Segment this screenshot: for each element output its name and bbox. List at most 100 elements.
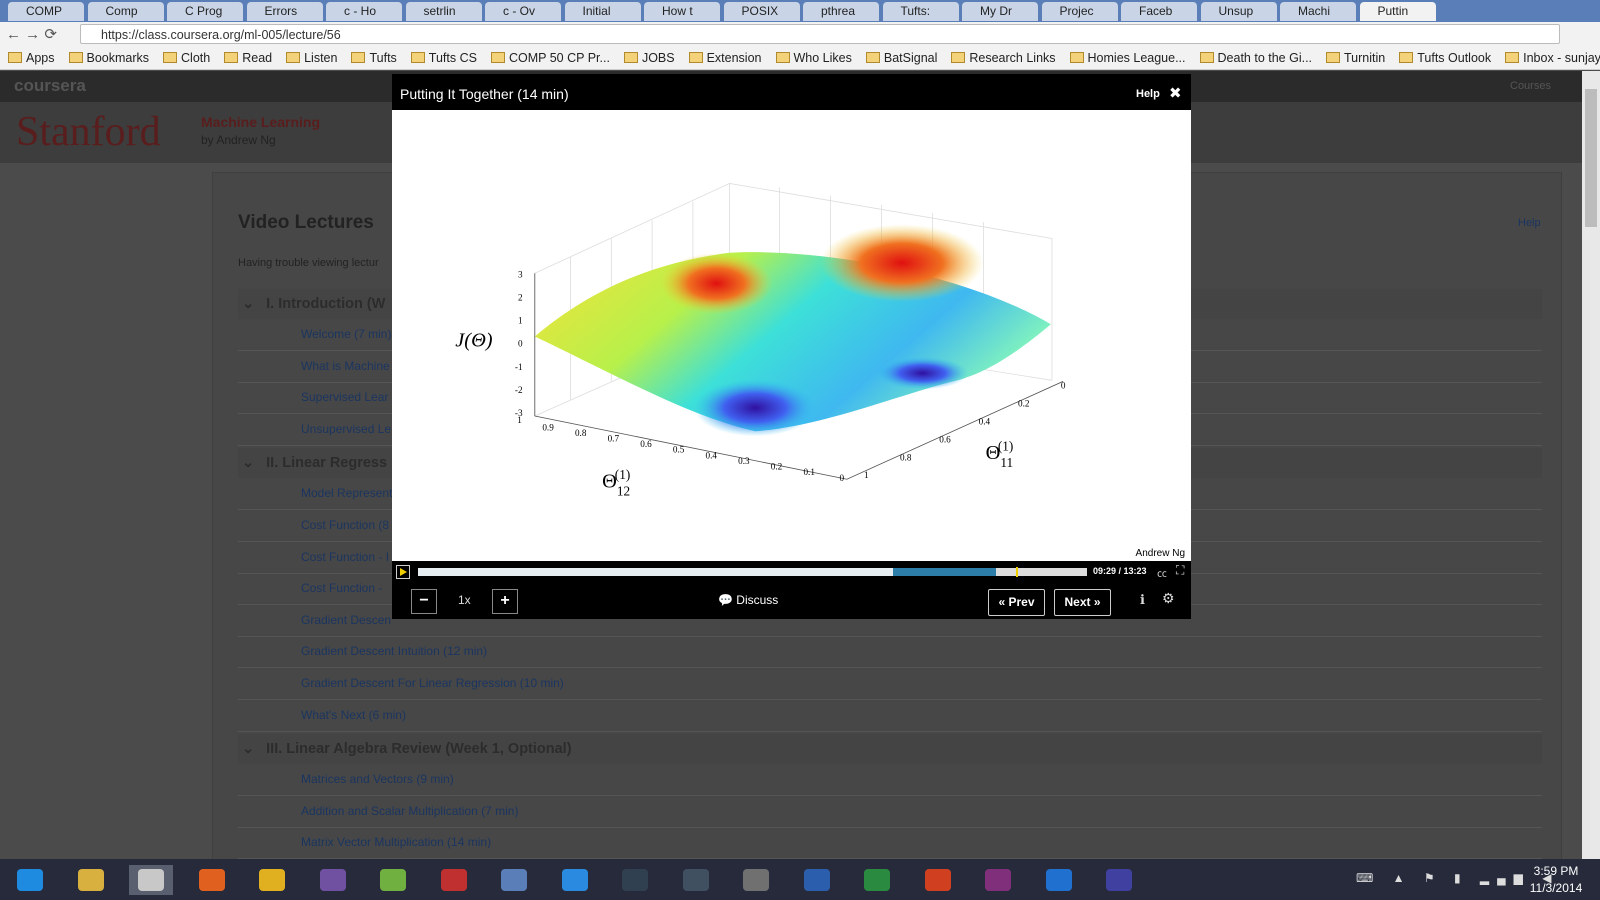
- bookmark[interactable]: Turnitin: [1326, 51, 1385, 65]
- tab[interactable]: Unsup: [1200, 2, 1277, 21]
- tab[interactable]: Tufts:: [882, 2, 959, 21]
- tab[interactable]: My Dr: [962, 2, 1038, 21]
- tab[interactable]: Projec: [1041, 2, 1118, 21]
- tab[interactable]: setrlin: [405, 2, 482, 21]
- chevron[interactable]: ⌄: [242, 296, 255, 312]
- next-button[interactable]: Next »: [1054, 589, 1111, 616]
- bookmark[interactable]: Read: [224, 51, 272, 65]
- bookmark[interactable]: JOBS: [624, 51, 675, 65]
- lecture-link[interactable]: Welcome (7 min): [301, 327, 392, 341]
- captions-button[interactable]: ㏄: [1157, 569, 1167, 580]
- lecture-link[interactable]: Cost Function - I: [301, 549, 390, 564]
- tab[interactable]: How t: [644, 2, 720, 21]
- taskbar-icon[interactable]: [976, 865, 1020, 895]
- discuss-label[interactable]: Discuss: [736, 593, 779, 607]
- help-link[interactable]: Help: [1518, 217, 1541, 229]
- tab[interactable]: POSIX: [723, 2, 800, 21]
- bookmark[interactable]: COMP 50 CP Pr...: [491, 51, 610, 65]
- modal-help[interactable]: Help: [1136, 88, 1160, 100]
- taskbar-icon[interactable]: [613, 865, 657, 895]
- lecture-link[interactable]: Model Represent: [301, 486, 393, 501]
- scrollbar[interactable]: [1582, 71, 1600, 859]
- tab[interactable]: C Prog: [167, 2, 243, 21]
- bookmark[interactable]: Apps: [8, 51, 55, 65]
- chevron[interactable]: ⌄: [242, 455, 255, 472]
- tab[interactable]: c - Ho: [326, 2, 402, 21]
- faster-button[interactable]: +: [492, 589, 518, 614]
- discuss-button[interactable]: 💬 Discuss: [718, 593, 779, 607]
- lecture-link[interactable]: Gradient Descent For Linear Regression (…: [301, 676, 564, 690]
- tab[interactable]: COMP: [8, 2, 84, 21]
- taskbar-icon[interactable]: [855, 865, 899, 895]
- settings-button[interactable]: ⚙: [1162, 590, 1175, 606]
- close-button[interactable]: ✖: [1169, 85, 1182, 102]
- slower-button[interactable]: −: [411, 589, 437, 614]
- taskbar-icon[interactable]: [69, 865, 113, 895]
- progress-track[interactable]: [418, 567, 1087, 577]
- bookmark[interactable]: Tufts: [351, 51, 396, 65]
- taskbar-icon[interactable]: [250, 865, 294, 895]
- taskbar-icon[interactable]: [1097, 865, 1141, 895]
- tab[interactable]: Machi: [1280, 2, 1356, 21]
- taskbar-icon[interactable]: [1037, 865, 1081, 895]
- taskbar-icon[interactable]: [311, 865, 355, 895]
- lecture-link[interactable]: What is Machine: [301, 358, 390, 373]
- lecture-link[interactable]: Gradient Descent Intuition (12 min): [301, 644, 488, 659]
- bookmark[interactable]: Death to the Gi...: [1200, 51, 1313, 65]
- logo[interactable]: coursera: [14, 76, 86, 95]
- chevron[interactable]: ⌄: [242, 741, 255, 758]
- lecture-link[interactable]: Cost Function (8: [301, 518, 390, 532]
- tab[interactable]: Initial: [564, 2, 641, 21]
- taskbar-icon[interactable]: [795, 865, 839, 895]
- lecture-link[interactable]: What's Next (6 min): [301, 707, 406, 722]
- bookmark[interactable]: Bookmarks: [69, 51, 150, 65]
- nav-buttons[interactable]: ← → ⟳: [6, 26, 57, 43]
- taskbar-icon[interactable]: [190, 865, 234, 895]
- bookmark[interactable]: Tufts CS: [411, 51, 477, 65]
- taskbar-icon[interactable]: [734, 865, 778, 895]
- section-title[interactable]: II. Linear Regress: [266, 455, 388, 472]
- bookmark[interactable]: Extension: [689, 51, 762, 65]
- tab[interactable]: Comp: [87, 2, 164, 21]
- tab[interactable]: pthrea: [803, 2, 879, 21]
- lecture-link[interactable]: Matrix Vector Multiplication (14 min): [301, 835, 492, 850]
- lecture-link[interactable]: Addition and Scalar Multiplication (7 mi…: [301, 803, 519, 818]
- lecture-link[interactable]: Supervised Lear: [301, 390, 389, 405]
- taskbar-icon[interactable]: [674, 865, 718, 895]
- section-title[interactable]: I. Introduction (W: [266, 296, 386, 312]
- prev-button[interactable]: « Prev: [988, 589, 1045, 616]
- bookmark[interactable]: Listen: [286, 51, 337, 65]
- bookmark[interactable]: Cloth: [163, 51, 210, 65]
- bookmark[interactable]: Homies League...: [1070, 51, 1186, 65]
- start-button[interactable]: [8, 865, 52, 895]
- bookmark[interactable]: Inbox - sunjay5...: [1505, 51, 1600, 65]
- lecture-link[interactable]: Unsupervised Le: [301, 421, 392, 436]
- taskbar-icon[interactable]: [129, 865, 173, 895]
- tab[interactable]: Faceb: [1121, 2, 1197, 21]
- taskbar-icon[interactable]: [492, 865, 536, 895]
- taskbar-icon[interactable]: [916, 865, 960, 895]
- section-header[interactable]: ⌄ III. Linear Algebra Review (Week 1, Opt…: [238, 734, 1542, 765]
- bookmark[interactable]: Tufts Outlook: [1399, 51, 1491, 65]
- bookmark[interactable]: Who Likes: [776, 51, 852, 65]
- courses-link[interactable]: Courses: [1510, 80, 1551, 92]
- lecture-link[interactable]: Gradient Descen: [301, 612, 392, 627]
- fullscreen-button[interactable]: ⛶: [1176, 563, 1185, 577]
- taskbar-icon[interactable]: [432, 865, 476, 895]
- bookmark[interactable]: BatSignal: [866, 51, 938, 65]
- taskbar-icon[interactable]: [553, 865, 597, 895]
- bookmark[interactable]: Research Links: [951, 51, 1055, 65]
- address-bar[interactable]: https://class.coursera.org/ml-005/lectur…: [80, 24, 1560, 44]
- tray-icons[interactable]: ⌨ ▲ ⚑ ▮ ▂▄▆ ◀: [1356, 871, 1560, 885]
- taskbar-icon[interactable]: [371, 865, 415, 895]
- section-title[interactable]: III. Linear Algebra Review (Week 1, Opti…: [266, 741, 572, 758]
- tab[interactable]: c - Ov: [485, 2, 561, 21]
- play-button[interactable]: [396, 565, 410, 579]
- scroll-thumb[interactable]: [1585, 89, 1597, 227]
- playhead[interactable]: [1016, 567, 1018, 577]
- info-button[interactable]: ℹ: [1140, 592, 1145, 607]
- lecture-link[interactable]: Matrices and Vectors (9 min): [301, 772, 454, 787]
- lecture-link[interactable]: Cost Function -: [301, 581, 383, 596]
- tab[interactable]: Puttin: [1359, 2, 1436, 21]
- tab[interactable]: Errors: [246, 2, 323, 21]
